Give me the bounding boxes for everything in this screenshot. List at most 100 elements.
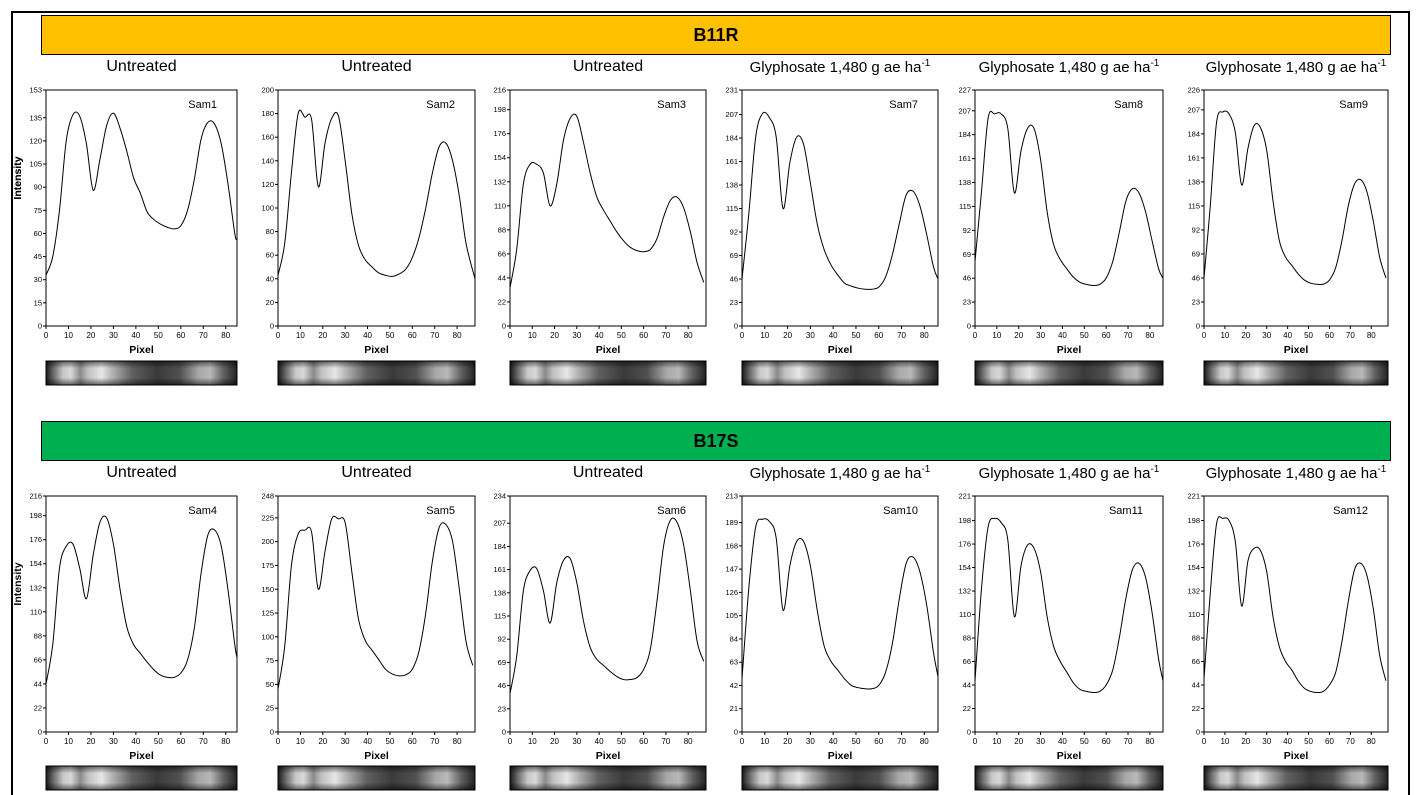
x-tick-label: 30 bbox=[572, 737, 581, 746]
y-tick-label: 23 bbox=[1192, 297, 1200, 306]
x-tick-label: 50 bbox=[617, 331, 626, 340]
plot-frame bbox=[974, 89, 1164, 327]
y-tick-label: 154 bbox=[958, 563, 971, 572]
sample-label: Sam5 bbox=[426, 505, 455, 517]
y-tick-label: 189 bbox=[725, 518, 738, 527]
x-tick-label: 40 bbox=[1283, 737, 1292, 746]
x-tick-label: 60 bbox=[874, 737, 883, 746]
sample-label: Sam8 bbox=[1114, 99, 1143, 111]
y-tick-label: 175 bbox=[261, 561, 274, 570]
sample-label: Sam4 bbox=[188, 505, 217, 517]
treatment-unit-exponent: -1 bbox=[1377, 464, 1387, 475]
x-tick-label: 0 bbox=[276, 331, 281, 340]
y-tick-label: 22 bbox=[498, 297, 506, 306]
x-tick-label: 0 bbox=[740, 737, 745, 746]
x-tick-label: 0 bbox=[973, 331, 978, 340]
y-tick-label: 46 bbox=[1192, 273, 1200, 282]
panel-title: Glyphosate 1,480 g ae ha-1 bbox=[732, 464, 948, 482]
gel-band-shade bbox=[46, 766, 237, 790]
y-tick-label: 105 bbox=[725, 611, 738, 620]
panel-title: Glyphosate 1,480 g ae ha-1 bbox=[732, 58, 948, 76]
y-tick-label: 0 bbox=[967, 728, 971, 737]
y-tick-label: 22 bbox=[963, 704, 971, 713]
y-tick-label: 180 bbox=[261, 109, 274, 118]
x-tick-label: 30 bbox=[341, 737, 350, 746]
panel-title: Untreated bbox=[268, 58, 485, 76]
y-tick-label: 184 bbox=[1187, 129, 1200, 138]
treatment-label: Untreated bbox=[106, 464, 177, 481]
x-tick-label: 40 bbox=[1283, 331, 1292, 340]
x-tick-label: 10 bbox=[296, 331, 305, 340]
sample-label: Sam2 bbox=[426, 99, 455, 111]
panel-title: Glyphosate 1,480 g ae ha-1 bbox=[1194, 464, 1398, 482]
x-tick-label: 80 bbox=[1367, 331, 1376, 340]
treatment-label: Glyphosate 1,480 g ae ha bbox=[978, 59, 1151, 76]
figure-frame bbox=[11, 11, 1410, 795]
gel-band-shade bbox=[278, 766, 475, 790]
treatment-label: Untreated bbox=[572, 464, 644, 481]
y-tick-label: 168 bbox=[725, 541, 738, 550]
y-tick-label: 115 bbox=[959, 202, 971, 211]
y-tick-label: 80 bbox=[266, 227, 274, 236]
x-axis-label: Pixel bbox=[596, 344, 621, 356]
plot-frame bbox=[741, 89, 939, 327]
x-tick-label: 40 bbox=[363, 331, 372, 340]
y-tick-label: 88 bbox=[34, 631, 42, 640]
gel-band-shade bbox=[1204, 766, 1388, 790]
x-axis-label: Pixel bbox=[1284, 750, 1309, 762]
x-tick-label: 60 bbox=[639, 331, 648, 340]
y-tick-label: 21 bbox=[730, 704, 738, 713]
x-tick-label: 70 bbox=[661, 737, 670, 746]
x-tick-label: 0 bbox=[1202, 737, 1207, 746]
x-tick-label: 60 bbox=[1102, 331, 1111, 340]
x-tick-label: 80 bbox=[453, 331, 462, 340]
treatment-label: Untreated bbox=[341, 58, 412, 75]
y-tick-label: 0 bbox=[502, 322, 506, 331]
y-tick-label: 198 bbox=[958, 516, 971, 525]
plot-frame bbox=[45, 89, 238, 327]
y-tick-label: 154 bbox=[29, 559, 42, 568]
gel-band-shade bbox=[742, 361, 938, 385]
sample-label: Sam9 bbox=[1339, 99, 1368, 111]
y-tick-label: 84 bbox=[730, 634, 738, 643]
y-tick-label: 184 bbox=[493, 542, 506, 551]
panel-sam5: 0 25 50 75 100 125 150 175 200 225 248 0 10 20 30 40 50 6… bbox=[261, 492, 476, 791]
y-tick-label: 150 bbox=[261, 585, 274, 594]
y-tick-label: 44 bbox=[1192, 681, 1200, 690]
y-tick-label: 200 bbox=[261, 537, 274, 546]
intensity-curve bbox=[974, 110, 1164, 286]
x-tick-label: 60 bbox=[1325, 331, 1334, 340]
x-tick-label: 80 bbox=[684, 331, 693, 340]
y-tick-label: 66 bbox=[498, 249, 506, 258]
y-tick-label: 138 bbox=[958, 178, 971, 187]
x-tick-label: 0 bbox=[276, 737, 281, 746]
plot-frame bbox=[277, 495, 476, 733]
y-tick-label: 63 bbox=[730, 658, 738, 667]
panel-title: Untreated bbox=[500, 58, 716, 76]
plot-frame bbox=[1203, 89, 1389, 327]
x-axis-label: Pixel bbox=[828, 344, 853, 356]
panel-title: Untreated bbox=[500, 464, 716, 482]
y-tick-label: 154 bbox=[1187, 563, 1200, 572]
y-tick-label: 161 bbox=[493, 565, 506, 574]
y-tick-label: 23 bbox=[730, 298, 738, 307]
y-tick-label: 105 bbox=[29, 160, 42, 169]
treatment-unit-exponent: -1 bbox=[921, 464, 931, 475]
y-tick-label: 22 bbox=[1192, 704, 1200, 713]
y-tick-label: 198 bbox=[1187, 516, 1200, 525]
x-tick-label: 20 bbox=[86, 331, 95, 340]
panel-sam8: 0 23 46 69 92 115 138 161 184 207 227 0 10 20 30 40 50 60… bbox=[958, 86, 1164, 386]
y-tick-label: 0 bbox=[270, 322, 274, 331]
treatment-label: Glyphosate 1,480 g ae ha bbox=[749, 59, 922, 76]
plot-frame bbox=[509, 495, 707, 733]
y-tick-label: 221 bbox=[958, 492, 971, 501]
treatment-label: Untreated bbox=[106, 58, 177, 75]
y-tick-label: 138 bbox=[1187, 177, 1200, 186]
y-tick-label: 60 bbox=[266, 251, 274, 260]
y-tick-label: 216 bbox=[29, 492, 42, 501]
x-tick-label: 0 bbox=[740, 331, 745, 340]
y-axis-label: Intensity bbox=[12, 156, 24, 199]
y-tick-label: 60 bbox=[34, 229, 42, 238]
x-tick-label: 20 bbox=[86, 737, 95, 746]
intensity-curve bbox=[974, 517, 1164, 693]
